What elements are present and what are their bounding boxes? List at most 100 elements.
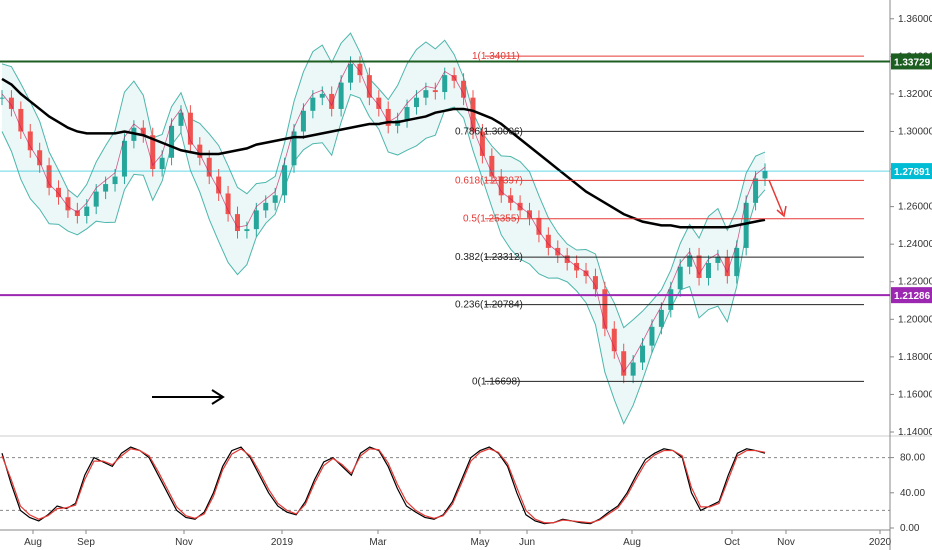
candle-body (687, 255, 693, 267)
y-tick-label: 1.36000 (898, 14, 932, 25)
candle-body (461, 80, 467, 98)
candle-body (150, 135, 156, 170)
candle-body (178, 112, 184, 126)
candle-body (112, 176, 118, 185)
price-tag-bg (891, 163, 932, 180)
candle-body (423, 90, 429, 98)
y-tick-label: 1.24000 (898, 239, 932, 250)
fib-level-label: 0.618(1.27397) (455, 175, 523, 186)
x-tick-label: Oct (724, 537, 740, 548)
down-arrow-head (776, 205, 787, 218)
candle-body (743, 202, 749, 248)
x-tick-label: 2019 (271, 537, 294, 548)
candle-body (159, 157, 165, 170)
candle-body (715, 257, 721, 263)
x-tick-label: Nov (777, 537, 795, 548)
y-tick-label: 1.20000 (898, 314, 932, 325)
x-tick-label: 2020 (869, 537, 892, 548)
candle-body (225, 193, 231, 215)
candle-body (592, 276, 598, 290)
candle-body (272, 195, 278, 203)
y-tick-label: 1.16000 (898, 389, 932, 400)
fib-level-label: 0.786(1.30006) (455, 126, 523, 137)
candle-body (56, 187, 62, 198)
stoch-tick-label: 0.00 (900, 523, 920, 534)
x-tick-label: Sep (77, 537, 95, 548)
y-tick-label: 1.32000 (898, 89, 932, 100)
candle-body (121, 140, 127, 177)
candle-body (621, 351, 627, 376)
candle-body (404, 107, 410, 121)
candle-body (84, 206, 90, 216)
y-tick-label: 1.18000 (898, 352, 932, 363)
candle-body (649, 326, 655, 346)
stoch-d-line (1, 448, 766, 524)
candle-body (216, 176, 222, 194)
price-tag-bg (891, 53, 932, 70)
y-tick-label: 1.30000 (898, 126, 932, 137)
candle-body (602, 289, 608, 329)
candle-body (244, 229, 250, 232)
candle-body (489, 155, 495, 177)
stoch-tick-label: 80.00 (900, 453, 925, 464)
bollinger-lower-line (1, 93, 766, 425)
candle-body (668, 289, 674, 310)
x-tick-label: Aug (24, 537, 42, 548)
candle-body (413, 97, 419, 108)
candle-body (357, 63, 363, 76)
stoch-k-line (1, 446, 766, 525)
candle-body (46, 165, 52, 188)
candle-body (536, 217, 542, 235)
candle-body (291, 131, 297, 166)
candle-body (234, 214, 240, 232)
x-tick-label: May (471, 537, 490, 548)
x-tick-label: Aug (623, 537, 641, 548)
candle-body (734, 247, 740, 277)
right-arrow-head (211, 389, 225, 405)
candle-body (385, 108, 391, 126)
candle-body (630, 362, 636, 376)
price-tag-label: 1.33729 (894, 57, 931, 68)
candle-body (366, 75, 372, 98)
candle-body (197, 144, 203, 158)
candle-body (451, 75, 457, 81)
candle-body (705, 262, 711, 278)
candle-body (74, 210, 80, 216)
candle-body (432, 90, 438, 93)
candle-body (696, 255, 702, 278)
candle-body (658, 309, 664, 327)
candle-body (470, 97, 476, 132)
candle-body (93, 191, 99, 207)
y-tick-label: 1.22000 (898, 277, 932, 288)
price-tag-label: 1.27891 (894, 167, 931, 178)
candle-body (762, 170, 768, 179)
candle-body (338, 82, 344, 109)
candle-body (206, 157, 212, 177)
y-tick-label: 1.26000 (898, 202, 932, 213)
down-arrow-shaft[interactable] (768, 179, 784, 215)
candle-body (263, 202, 269, 211)
candle-body (65, 197, 71, 211)
candle-body (8, 97, 14, 109)
candle-body (27, 131, 33, 151)
ma200-line (1, 77, 766, 229)
x-tick-label: Mar (369, 537, 387, 548)
fib-level-label: 1(1.34011) (472, 51, 520, 62)
candle-body (479, 131, 485, 156)
bollinger-upper-line (1, 32, 766, 329)
stoch-tick-label: 40.00 (900, 488, 925, 499)
fib-level-label: 0.5(1.25355) (463, 214, 520, 225)
candle-body (319, 93, 325, 98)
price-tag-bg (891, 287, 932, 304)
candle-body (0, 97, 5, 99)
bollinger-basis-line (1, 59, 766, 373)
fib-level-label: 0(1.16698) (472, 376, 520, 387)
candle-body (677, 266, 683, 290)
candle-body (18, 108, 24, 132)
fib-level-label: 0.382(1.23312) (455, 252, 523, 263)
fib-level-label: 0.236(1.20784) (455, 300, 523, 311)
y-tick-label: 1.14000 (898, 427, 932, 438)
candle-body (282, 165, 288, 196)
candle-body (611, 328, 617, 352)
